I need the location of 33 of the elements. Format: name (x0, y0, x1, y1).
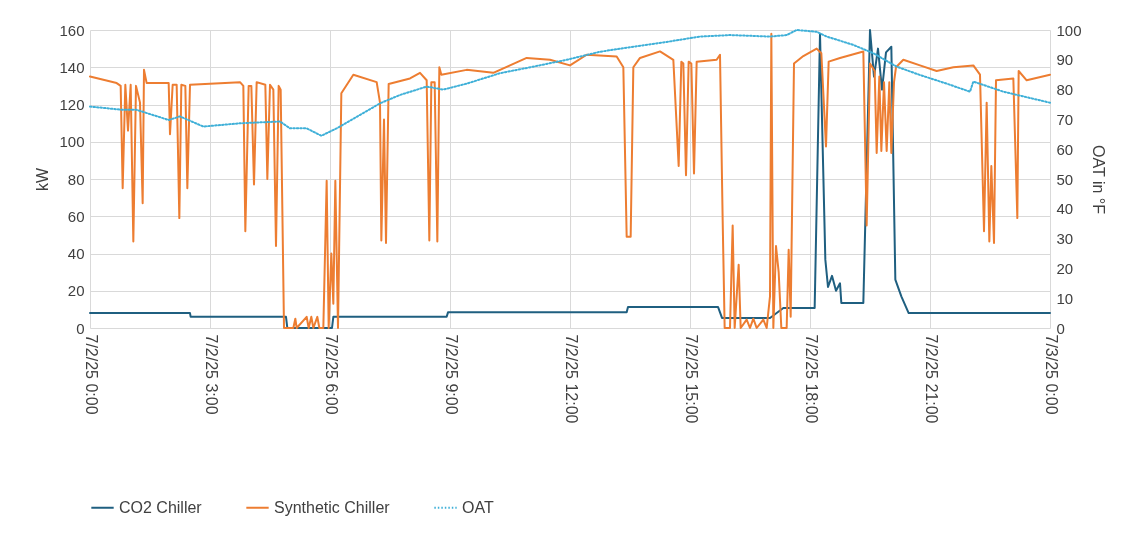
x-tick-label: 7/3/25 0:00 (1042, 334, 1060, 415)
legend-label: Synthetic Chiller (274, 498, 391, 516)
y2-tick-label: 100 (1056, 21, 1082, 39)
y-tick-label: 120 (59, 96, 85, 113)
y-tick-label: 100 (59, 133, 85, 151)
y-tick-label: 20 (67, 282, 85, 300)
x-tick-label: 7/2/25 21:00 (922, 334, 940, 424)
x-tick-label: 7/2/25 15:00 (682, 334, 700, 424)
x-tick-label: 7/2/25 3:00 (202, 334, 220, 415)
y-tick-label: 140 (59, 58, 85, 76)
y-tick-label: 0 (76, 319, 85, 337)
x-tick-label: 7/2/25 6:00 (322, 334, 340, 415)
y2-tick-label: 50 (1056, 170, 1074, 188)
y2-tick-label: 90 (1056, 51, 1074, 69)
y2-tick-label: 60 (1056, 140, 1074, 158)
x-tick-label: 7/2/25 0:00 (82, 334, 100, 415)
x-tick-label: 7/2/25 9:00 (442, 334, 460, 415)
y-tick-label: 40 (67, 245, 85, 262)
y2-tick-label: 70 (1056, 110, 1074, 128)
y-axis-title: kW (34, 167, 52, 192)
y-tick-label: 80 (67, 170, 85, 188)
y2-tick-label: 10 (1056, 289, 1074, 307)
x-tick-label: 7/2/25 12:00 (562, 334, 580, 424)
y2-tick-label: 30 (1056, 230, 1074, 248)
y-tick-label: 60 (67, 207, 85, 225)
legend-label: CO2 Chiller (119, 498, 203, 516)
y2-axis-title: OAT in °F (1089, 145, 1107, 215)
y2-tick-label: 40 (1056, 200, 1074, 218)
y2-tick-label: 80 (1056, 81, 1074, 99)
x-tick-label: 7/2/25 18:00 (802, 334, 820, 424)
legend-label: OAT (462, 498, 494, 516)
y-tick-label: 160 (59, 21, 85, 39)
y2-tick-label: 20 (1056, 259, 1074, 277)
